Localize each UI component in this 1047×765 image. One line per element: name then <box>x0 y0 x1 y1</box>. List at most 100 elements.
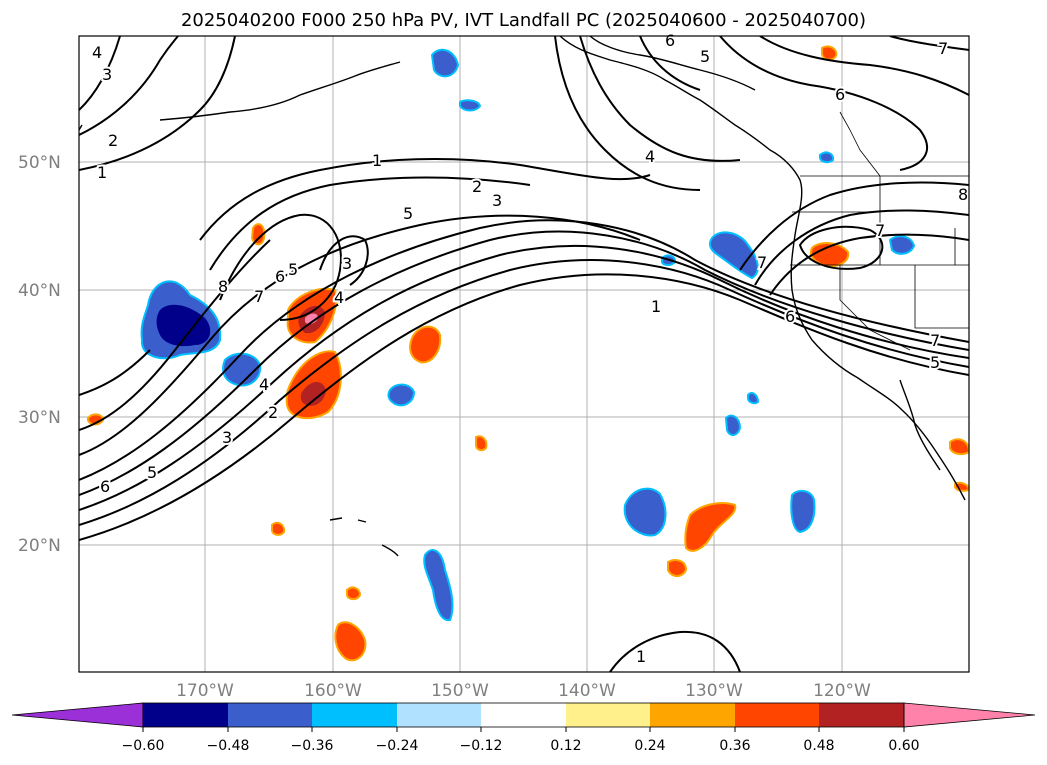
positive-core-south <box>300 381 326 406</box>
gridlines <box>79 36 969 672</box>
lon-label-160w: 160°W <box>304 681 362 701</box>
colorbar-tick-label: 0.12 <box>550 738 581 754</box>
contour-label: 4 <box>645 147 655 166</box>
pv-contours <box>79 36 969 672</box>
contour-label: 4 <box>259 375 269 394</box>
colorbar-segment <box>481 703 566 727</box>
map-area <box>79 36 969 672</box>
negative-anomaly-hawaii <box>423 549 454 622</box>
contour-labels: 1 2 3 5 1 2 3 4 8 7 6 5 3 4 4 2 3 5 6 1 … <box>90 29 970 668</box>
contour-label: 5 <box>147 463 157 482</box>
contour-label: 3 <box>342 254 352 273</box>
negative-anomaly-north-152w <box>430 48 460 78</box>
positive-anomaly-154w <box>409 325 442 364</box>
colorbar-tick-label: −0.12 <box>460 738 503 754</box>
negative-anomaly-137w <box>623 487 667 537</box>
colorbar-segment <box>566 703 650 727</box>
negative-small-bc <box>819 151 835 164</box>
positive-anomaly-hawaii-south <box>334 621 367 662</box>
negative-small-150w <box>459 99 482 112</box>
contour-label: 2 <box>108 131 118 150</box>
contour-label: 1 <box>651 297 661 316</box>
contour-label: 3 <box>102 65 112 84</box>
contour-label: 3 <box>492 191 502 210</box>
negative-small-127w <box>747 392 760 405</box>
colorbar-segment <box>228 703 312 727</box>
colorbar-segment <box>397 703 481 727</box>
negative-anomaly-123w <box>790 489 816 534</box>
negative-anomaly-sw <box>222 352 262 387</box>
lon-label-130w: 130°W <box>685 681 743 701</box>
contour-label: 8 <box>218 277 228 296</box>
negative-small-129w <box>724 414 742 436</box>
colorbar-extend-right <box>903 702 1036 728</box>
positive-anomaly-132w <box>684 502 737 552</box>
contour-label: 1 <box>372 151 382 170</box>
contour-label: 5 <box>700 47 710 66</box>
colorbar-tick-label: 0.36 <box>719 738 750 754</box>
contour-label: 2 <box>268 403 278 422</box>
contour-label: 4 <box>334 288 344 307</box>
lat-label-30n: 30°N <box>18 408 61 428</box>
colorbar-segment <box>819 703 904 727</box>
contour-label: 6 <box>665 31 675 50</box>
lon-label-170w: 170°W <box>176 681 234 701</box>
lon-label-150w: 150°W <box>431 681 489 701</box>
colorbar-extend-left <box>11 702 144 728</box>
negative-anomaly-155w <box>387 383 416 407</box>
contour-label: 7 <box>875 221 885 240</box>
negative-core-west <box>156 304 211 347</box>
colorbar-segment <box>143 703 228 727</box>
contour-label: 1 <box>97 163 107 182</box>
colorbar: −0.60 −0.48 −0.36 −0.24 −0.12 0.12 0.24 … <box>11 702 1036 754</box>
coastlines <box>79 36 966 557</box>
contour-label: 7 <box>938 39 948 58</box>
colorbar-tick-label: 0.60 <box>888 738 919 754</box>
lat-label-40n: 40°N <box>18 281 61 301</box>
contour-label: 6 <box>785 307 795 326</box>
contour-label: 6 <box>275 267 285 286</box>
positive-small-north <box>821 45 838 61</box>
latitude-labels: 50°N 40°N 30°N 20°N <box>18 153 61 556</box>
contour-label: 6 <box>835 85 845 104</box>
map-title: 2025040200 F000 250 hPa PV, IVT Landfall… <box>180 10 867 31</box>
contour-label: 7 <box>930 331 940 350</box>
negative-anomaly-130w <box>709 231 759 280</box>
contour-label: 6 <box>100 477 110 496</box>
contour-label: 2 <box>472 177 482 196</box>
colorbar-segment <box>650 703 735 727</box>
colorbar-tick-label: 0.48 <box>803 738 834 754</box>
negative-anomaly-idaho <box>888 235 916 255</box>
positive-small-157w <box>346 586 362 601</box>
colorbar-tick-label: −0.48 <box>207 738 250 754</box>
colorbar-tick-label: −0.24 <box>376 738 419 754</box>
ivt-shading <box>87 45 969 662</box>
colorbar-tick-label: −0.60 <box>122 738 165 754</box>
positive-small-134w <box>667 559 688 577</box>
contour-label: 1 <box>636 647 646 666</box>
lon-label-140w: 140°W <box>558 681 616 701</box>
lat-label-20n: 20°N <box>18 536 61 556</box>
positive-small-148w <box>475 435 488 452</box>
positive-anomaly-oregon <box>809 242 850 268</box>
contour-label: 8 <box>958 185 968 204</box>
contour-label: 7 <box>757 253 767 272</box>
contour-label: 4 <box>92 43 102 62</box>
lon-label-120w: 120°W <box>813 681 871 701</box>
positive-peak-north <box>305 313 318 325</box>
lat-label-50n: 50°N <box>18 153 61 173</box>
contour-label: 7 <box>254 287 264 306</box>
colorbar-segment <box>735 703 819 727</box>
positive-small-165w-south <box>271 521 286 536</box>
contour-label: 5 <box>403 204 413 223</box>
map-frame <box>78 35 970 673</box>
contour-label: 3 <box>222 428 232 447</box>
colorbar-tick-label: 0.24 <box>634 738 665 754</box>
contour-label: 5 <box>288 260 298 279</box>
colorbar-tick-label: −0.36 <box>291 738 334 754</box>
longitude-labels: 170°W 160°W 150°W 140°W 130°W 120°W <box>176 681 871 701</box>
positive-small-165w <box>250 223 266 246</box>
contour-label: 5 <box>930 353 940 372</box>
colorbar-segment <box>312 703 397 727</box>
